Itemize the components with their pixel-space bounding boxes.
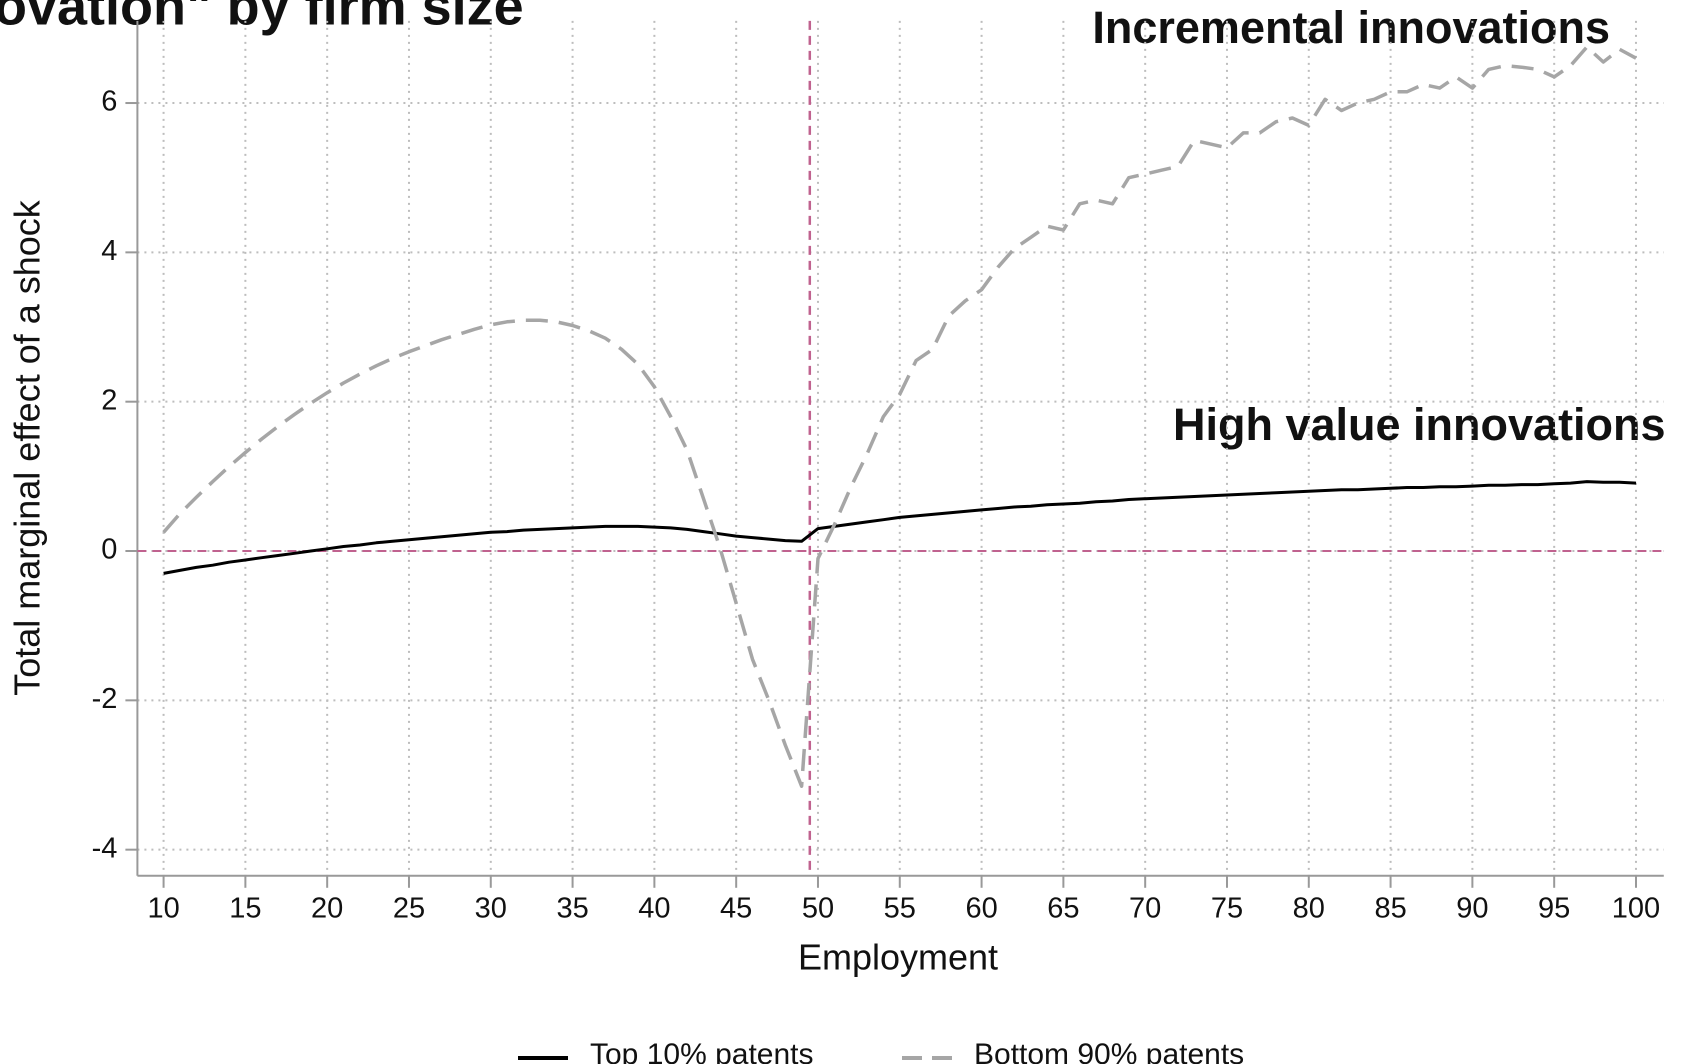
x-tick-label: 10: [147, 892, 179, 924]
y-tick-label: -2: [92, 683, 118, 715]
series-line: [163, 480, 1637, 575]
y-tick-label: 0: [101, 534, 117, 566]
y-tick-label: 6: [101, 86, 117, 118]
y-tick-label: -4: [92, 832, 118, 864]
x-tick-label: 25: [393, 892, 425, 924]
x-tick-label: 45: [720, 892, 752, 924]
x-tick-label: 30: [475, 892, 507, 924]
legend-label: Bottom 90% patents: [974, 1038, 1244, 1064]
x-tick-label: 40: [638, 892, 670, 924]
chart-title: ovation" by firm size: [0, 0, 524, 36]
x-tick-label: 35: [556, 892, 588, 924]
x-tick-label: 20: [311, 892, 343, 924]
x-axis-label: Employment: [798, 937, 998, 978]
x-tick-label: 70: [1129, 892, 1161, 924]
annotation: Incremental innovations: [1092, 2, 1610, 53]
legend-label: Top 10% patents: [590, 1038, 814, 1064]
annotation: High value innovations: [1173, 399, 1666, 450]
x-tick-label: 50: [802, 892, 834, 924]
x-tick-label: 75: [1211, 892, 1243, 924]
y-tick-label: 2: [101, 384, 117, 416]
x-tick-label: 60: [965, 892, 997, 924]
x-tick-label: 90: [1456, 892, 1488, 924]
x-tick-label: 15: [229, 892, 261, 924]
x-tick-label: 65: [1047, 892, 1079, 924]
y-tick-label: 4: [101, 235, 117, 267]
x-tick-label: 100: [1612, 892, 1660, 924]
x-tick-label: 80: [1293, 892, 1325, 924]
y-axis-label: Total marginal effect of a shock: [7, 199, 48, 696]
series-line: [162, 45, 1637, 788]
x-tick-label: 95: [1538, 892, 1570, 924]
x-tick-label: 85: [1374, 892, 1406, 924]
x-tick-label: 55: [884, 892, 916, 924]
